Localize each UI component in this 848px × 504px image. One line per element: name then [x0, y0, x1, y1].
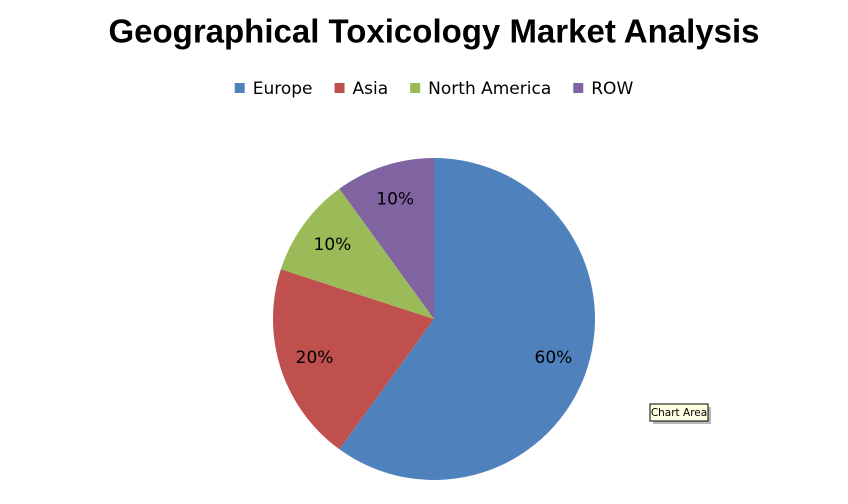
legend-label: Europe	[253, 79, 313, 99]
legend: Europe Asia North America ROW	[234, 79, 633, 99]
legend-swatch	[410, 83, 421, 93]
legend-label: ROW	[591, 79, 633, 99]
pie	[273, 158, 595, 480]
legend-swatch	[573, 83, 584, 93]
legend-label: North America	[428, 79, 551, 99]
legend-label: Asia	[353, 79, 389, 99]
data-label: 20%	[296, 348, 334, 368]
tooltip-text: Chart Area	[651, 407, 707, 419]
legend-swatch	[234, 83, 245, 93]
data-label: 10%	[314, 235, 352, 255]
chart-title: Geographical Toxicology Market Analysis	[108, 13, 759, 50]
pie-slice	[339, 158, 434, 319]
legend-swatch	[334, 83, 345, 93]
tooltip-box	[649, 403, 709, 422]
data-label: 60%	[535, 348, 573, 368]
tooltip: Chart Area	[649, 403, 711, 424]
pie-slice	[273, 269, 434, 450]
pie-slice	[339, 158, 595, 480]
pie-slice	[280, 188, 434, 319]
data-label: 10%	[376, 190, 414, 210]
data-labels: 60% 20% 10% 10%	[296, 190, 573, 368]
